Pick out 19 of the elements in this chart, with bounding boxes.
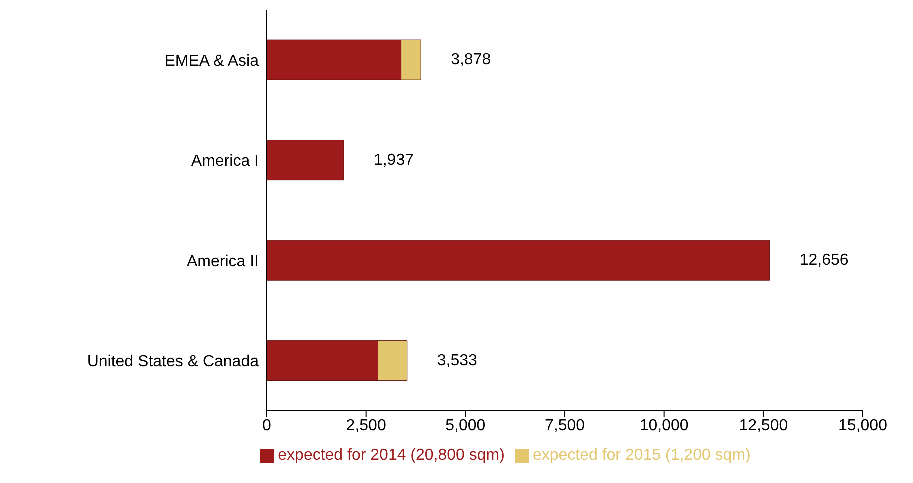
- x-tick-label: 7,500: [544, 417, 586, 434]
- total-label: 3,533: [437, 352, 478, 370]
- y-tick-label: United States & Canada: [87, 354, 260, 371]
- y-tick-label: America I: [191, 153, 259, 170]
- x-tick-label: 12,500: [739, 417, 788, 434]
- y-tick-label: America II: [186, 253, 259, 270]
- total-label: 3,878: [451, 52, 492, 69]
- total-label: 1,937: [374, 152, 414, 169]
- x-tick-label: 2,500: [346, 417, 386, 434]
- legend-label: expected for 2014 (20,800 sqm): [278, 447, 505, 464]
- x-tick-label: 5,000: [446, 417, 486, 434]
- legend-label: expected for 2015 (1,200 sqm): [532, 447, 751, 464]
- bar: [267, 140, 344, 181]
- x-tick-label: 15,000: [838, 417, 888, 434]
- x-tick-label: 0: [262, 417, 272, 434]
- bar: [267, 240, 770, 281]
- x-tick-label: 10,000: [640, 417, 689, 434]
- y-tick-label: EMEA & Asia: [164, 52, 260, 70]
- total-label: 12,656: [800, 252, 849, 270]
